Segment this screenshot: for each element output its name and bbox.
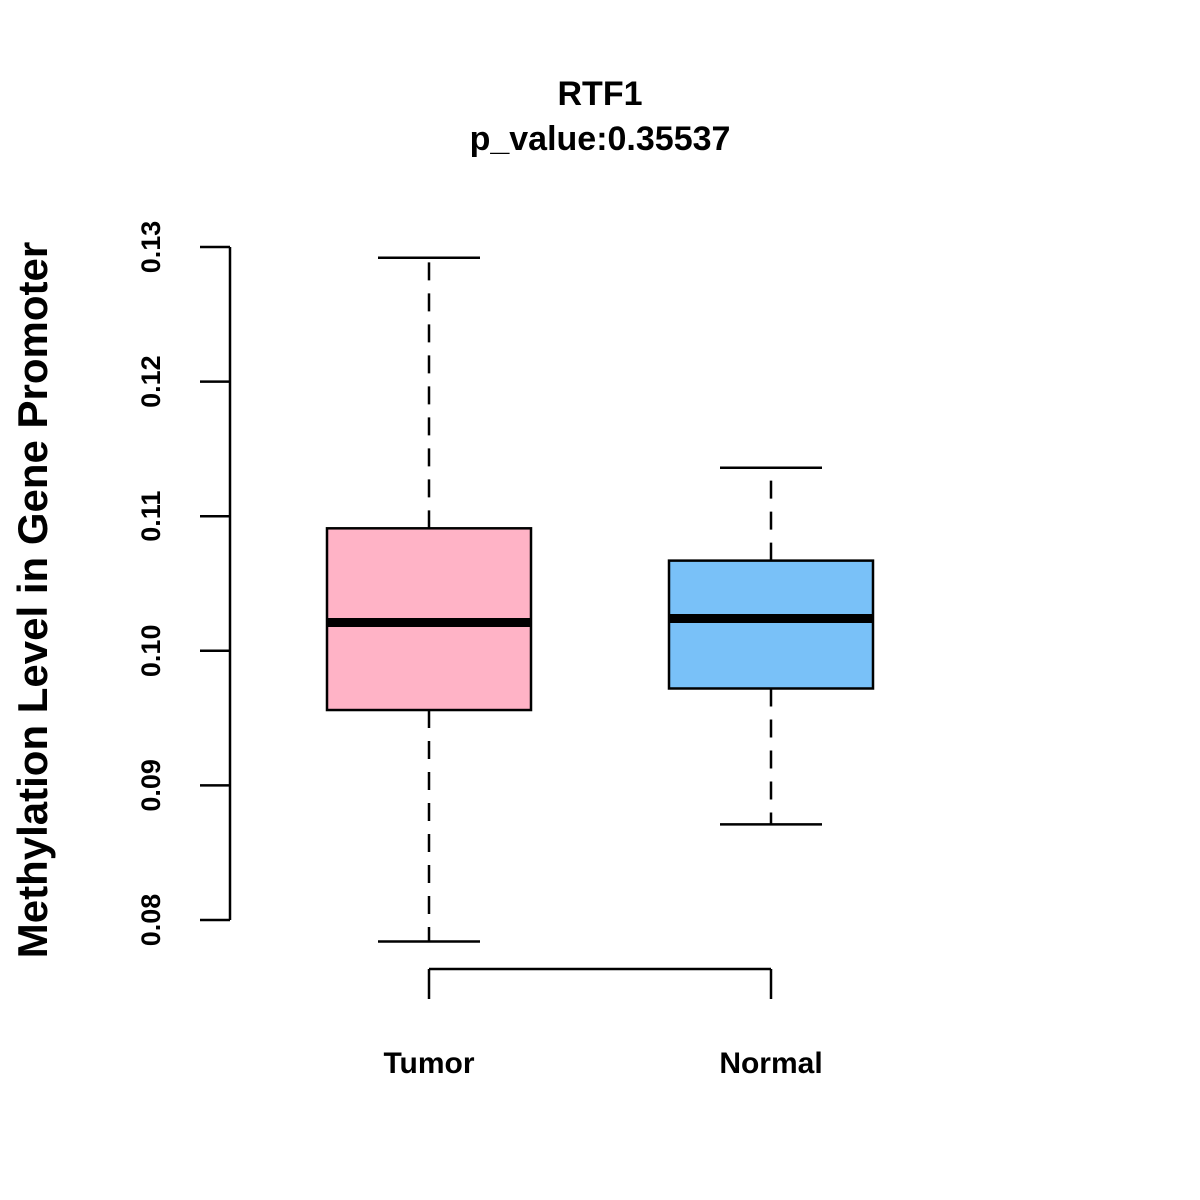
y-tick-label: 0.11 — [136, 491, 166, 542]
y-tick-label: 0.13 — [136, 221, 166, 274]
chart-title: RTF1 — [558, 75, 643, 113]
y-axis-label: Methylation Level in Gene Promoter — [9, 242, 56, 958]
x-axis: Tumor Normal — [383, 967, 823, 1080]
boxes-group — [325, 256, 875, 943]
y-tick-label: 0.08 — [136, 894, 166, 947]
x-tick-label: Tumor — [383, 1047, 474, 1080]
y-axis: 0.08 0.09 0.10 0.11 0.12 0.13 — [136, 221, 232, 947]
box-normal — [667, 466, 875, 826]
x-tick-label: Normal — [719, 1047, 822, 1080]
iqr-box — [667, 559, 875, 690]
y-tick-label: 0.12 — [136, 355, 166, 408]
box-tumor — [325, 256, 533, 943]
y-tick-label: 0.10 — [136, 625, 166, 678]
chart-subtitle: p_value:0.35537 — [470, 120, 731, 158]
y-tick-label: 0.09 — [136, 759, 166, 812]
